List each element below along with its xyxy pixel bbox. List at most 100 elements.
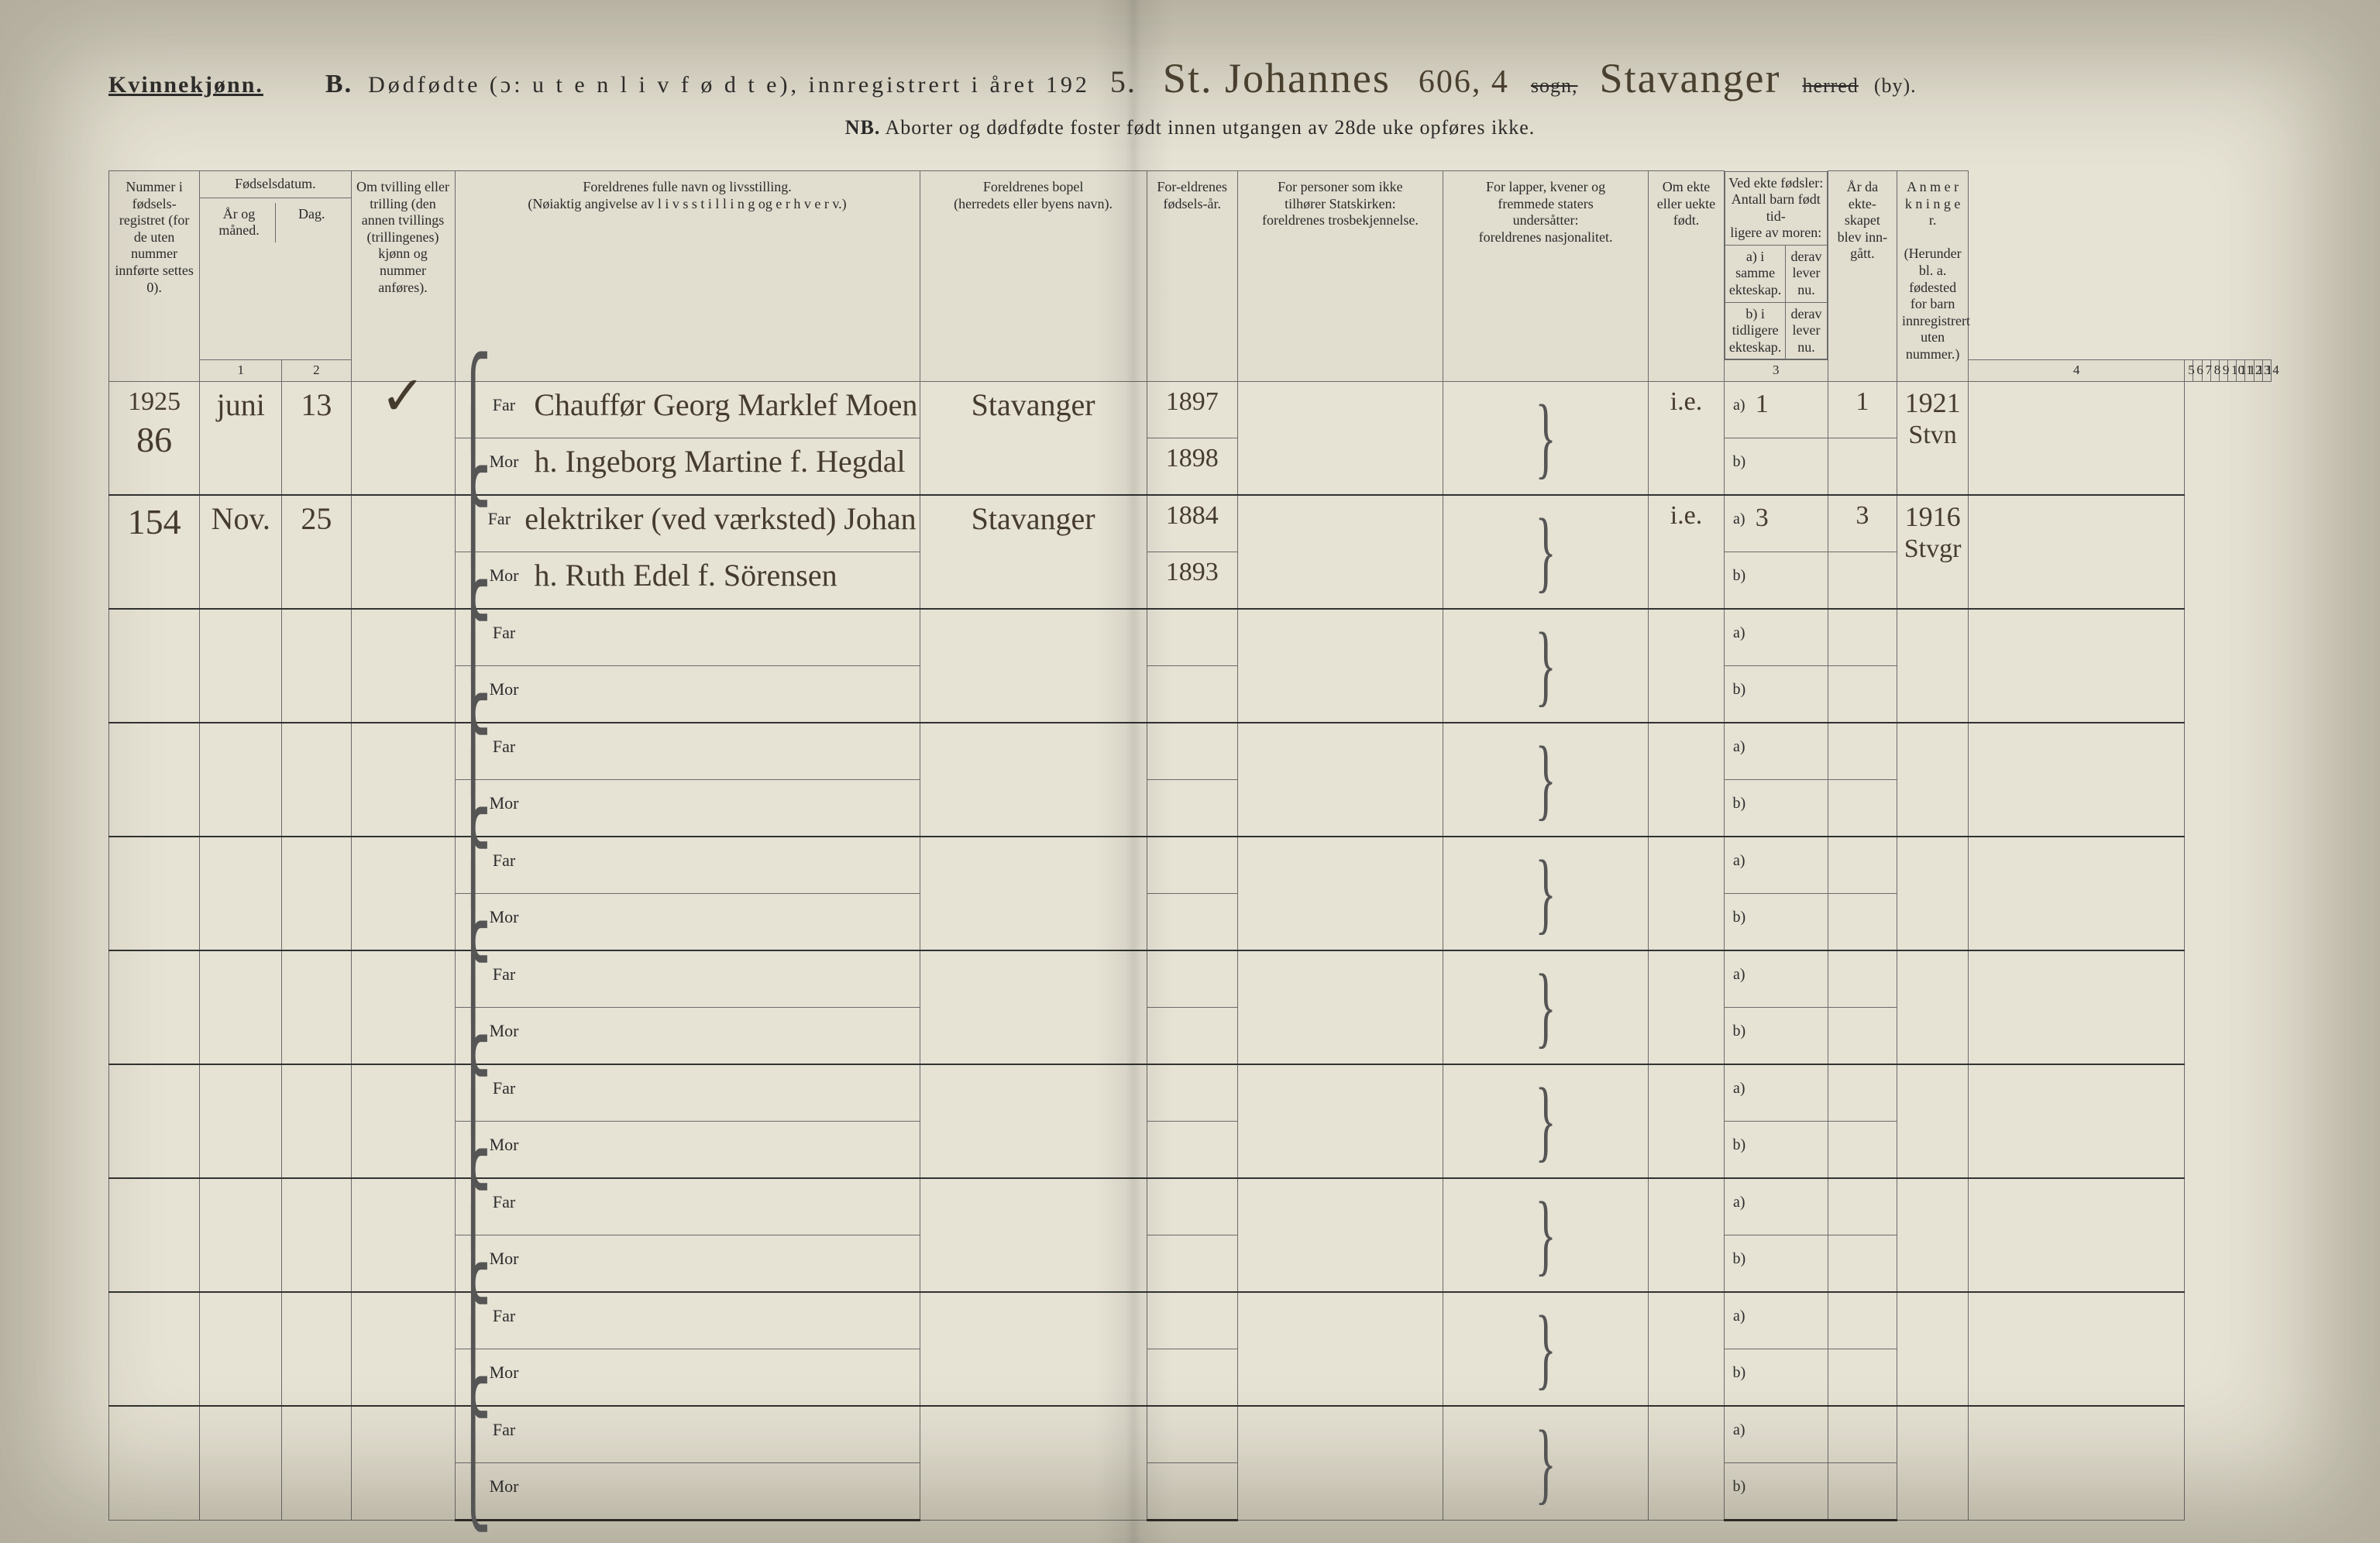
a-label: a)	[1731, 396, 1748, 414]
entry-bopel-value: Stavanger	[972, 501, 1095, 536]
empty-cell	[1969, 609, 2185, 723]
empty-cell: }	[1443, 1406, 1648, 1521]
empty-mother-cell: ⎩ Mor	[455, 1235, 920, 1292]
empty-cell	[1147, 1406, 1237, 1463]
entry-father-name: elektriker (ved værksted) Johannes Malde	[524, 500, 916, 538]
empty-cell	[200, 1292, 282, 1406]
document-page: Kvinnekjønn. B. Dødfødte (ɔ: u t e n l i…	[0, 0, 2380, 1543]
col-header-2a: År og måned.	[203, 203, 276, 242]
a-label: a)	[1731, 1421, 1748, 1439]
entry-father-year: 1897	[1147, 381, 1237, 438]
empty-b-cell: b)	[1724, 1235, 1828, 1292]
entry-day-value: 13	[301, 387, 332, 422]
empty-mother-cell: ⎩ Mor	[455, 1121, 920, 1178]
empty-cell	[1147, 609, 1237, 666]
entry-twin: ✓	[351, 381, 455, 495]
empty-b-cell: b)	[1724, 665, 1828, 723]
empty-cell: }	[1443, 837, 1648, 950]
sub-header: NB. Aborter og dødfødte foster født inne…	[108, 116, 2272, 139]
empty-cell	[351, 609, 455, 723]
entry-a-cell: a)3	[1724, 495, 1828, 552]
empty-cell	[920, 609, 1147, 723]
empty-cell	[1147, 1235, 1237, 1292]
empty-cell	[200, 1406, 282, 1521]
empty-b-cell: b)	[1724, 1462, 1828, 1520]
entry-day: 25	[282, 495, 351, 609]
subheader-text: Aborter og dødfødte foster født innen ut…	[885, 116, 1535, 139]
empty-cell	[109, 1292, 200, 1406]
entry-father-cell: ⎧ Far elektriker (ved værksted) Johannes…	[455, 495, 920, 552]
b-label: b)	[1731, 1477, 1748, 1496]
empty-cell: }	[1443, 950, 1648, 1064]
register-table: Nummer i fødsels-registret (for de uten …	[108, 170, 2272, 1521]
empty-mother-cell: ⎩ Mor	[455, 893, 920, 950]
entry-mother-year-value: 1898	[1166, 444, 1219, 473]
empty-cell	[1649, 1064, 1725, 1178]
empty-father-cell: ⎧ Far	[455, 723, 920, 780]
empty-cell	[109, 1406, 200, 1521]
empty-father-cell: ⎧ Far	[455, 1406, 920, 1463]
entry-number: 154	[109, 495, 200, 609]
table-row: ⎧ Far } a)	[109, 950, 2272, 1008]
entry-mother-name: h. Ingeborg Martine f. Hegdal	[535, 443, 906, 480]
empty-cell	[200, 723, 282, 837]
b-label: b)	[1731, 1136, 1748, 1154]
entry-nasj: }	[1443, 495, 1648, 609]
year-handwritten-digit: 5.	[1110, 64, 1137, 100]
empty-a-cell: a)	[1724, 1064, 1828, 1122]
empty-cell	[1828, 723, 1897, 780]
b-label: b)	[1731, 680, 1748, 699]
b-label: b)	[1731, 1022, 1748, 1040]
entry-day: 13	[282, 381, 351, 495]
empty-cell	[1969, 1292, 2185, 1406]
entry-mother-year: 1893	[1147, 552, 1237, 609]
entry-a-value: 1	[1756, 389, 1769, 421]
empty-a-cell: a)	[1724, 1178, 1828, 1235]
empty-cell	[282, 1292, 351, 1406]
entry-number: 1925 86	[109, 381, 200, 495]
empty-cell	[920, 1178, 1147, 1292]
empty-cell	[1237, 1064, 1443, 1178]
empty-cell	[1828, 779, 1897, 837]
empty-cell	[1649, 609, 1725, 723]
a-label: a)	[1731, 1079, 1748, 1098]
table-row: ⎧ Far } a)	[109, 1064, 2272, 1122]
empty-cell	[351, 1178, 455, 1292]
b-label: b)	[1731, 794, 1748, 813]
empty-cell	[109, 723, 200, 837]
empty-cell	[1147, 779, 1237, 837]
empty-cell	[282, 1178, 351, 1292]
entry-a-value: 3	[1756, 503, 1769, 534]
table-row: ⎧ Far } a)	[109, 1178, 2272, 1235]
empty-cell	[1649, 837, 1725, 950]
entry-ekteskap-aar-value: 1916	[1904, 500, 1962, 534]
empty-cell	[282, 723, 351, 837]
a-label: a)	[1731, 965, 1748, 984]
empty-cell	[282, 837, 351, 950]
b-label: b)	[1731, 1249, 1748, 1268]
empty-cell	[282, 1406, 351, 1521]
empty-cell	[1147, 893, 1237, 950]
table-head: Nummer i fødsels-registret (for de uten …	[109, 171, 2272, 382]
empty-cell	[1969, 1064, 2185, 1178]
empty-cell	[1237, 1292, 1443, 1406]
empty-b-cell: b)	[1724, 1007, 1828, 1064]
col-header-8: For personer som ikke tilhører Statskirk…	[1237, 171, 1443, 382]
empty-cell	[351, 1406, 455, 1521]
entry-tros	[1237, 495, 1443, 609]
empty-cell	[1828, 609, 1897, 666]
empty-cell	[351, 723, 455, 837]
empty-cell	[1828, 1064, 1897, 1122]
entry-num-value: 154	[115, 500, 193, 543]
empty-mother-cell: ⎩ Mor	[455, 779, 920, 837]
table-row: ⎧ Far } a)	[109, 837, 2272, 894]
col-header-11-12: Ved ekte fødsler: Antall barn født tid- …	[1725, 171, 1828, 360]
empty-cell	[1237, 1406, 1443, 1521]
entry-mother-year: 1898	[1147, 438, 1237, 495]
empty-cell: }	[1443, 1064, 1648, 1178]
empty-cell	[1147, 1121, 1237, 1178]
empty-cell	[1649, 1406, 1725, 1521]
col-header-12a: derav lever nu.	[1786, 245, 1826, 302]
empty-cell	[920, 837, 1147, 950]
empty-cell	[1237, 609, 1443, 723]
